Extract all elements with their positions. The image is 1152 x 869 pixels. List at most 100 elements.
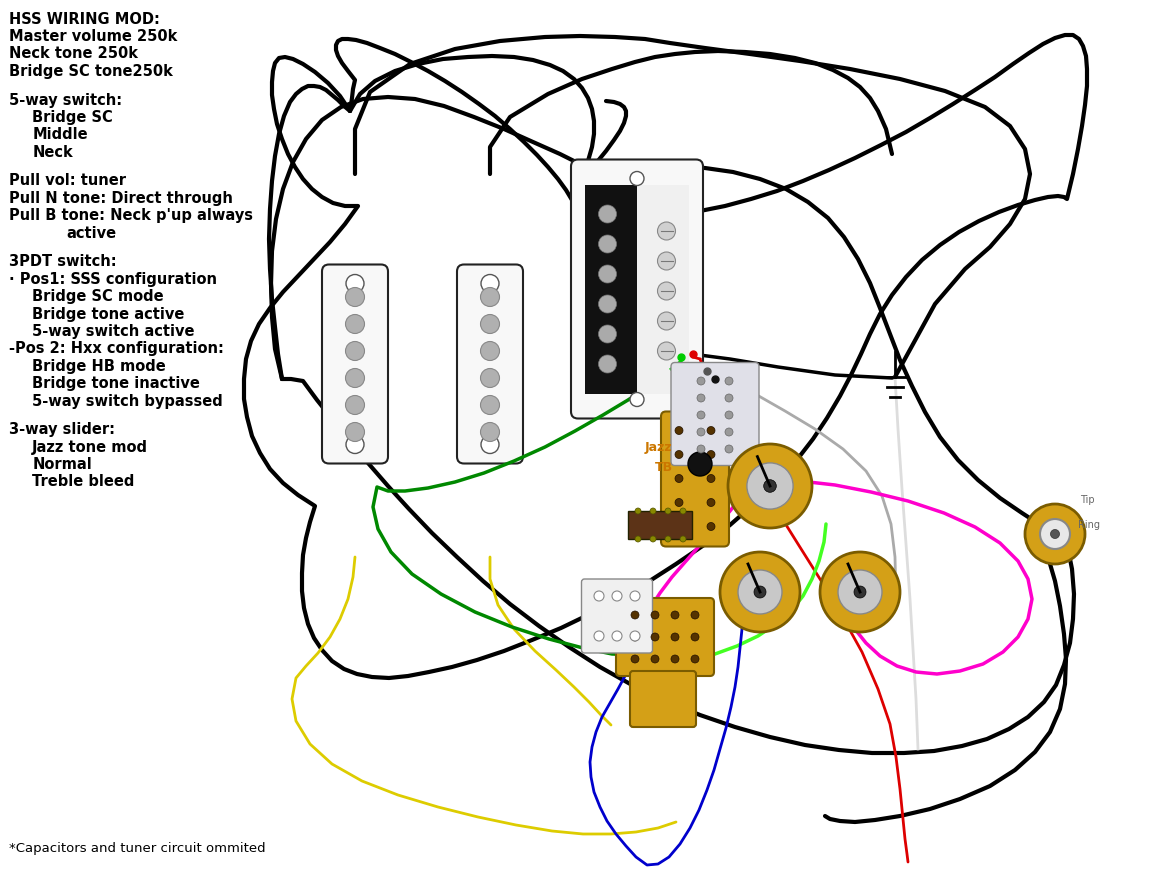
Circle shape: [658, 313, 675, 330]
Bar: [637, 185, 689, 394]
Circle shape: [746, 463, 793, 509]
Circle shape: [670, 634, 679, 641]
Text: Jazz: Jazz: [645, 441, 673, 454]
Circle shape: [728, 444, 812, 528]
Circle shape: [658, 253, 675, 270]
Circle shape: [665, 536, 670, 542]
Text: Ring: Ring: [1078, 520, 1100, 529]
Circle shape: [346, 289, 364, 307]
Text: Pull vol: tuner: Pull vol: tuner: [9, 173, 127, 189]
Circle shape: [707, 475, 715, 483]
Circle shape: [635, 536, 641, 542]
Text: 5-way switch bypassed: 5-way switch bypassed: [32, 393, 223, 408]
Circle shape: [691, 655, 699, 663]
Circle shape: [346, 369, 364, 388]
Circle shape: [820, 553, 900, 633]
Text: Bridge SC tone250k: Bridge SC tone250k: [9, 63, 173, 79]
Text: Pull N tone: Direct through: Pull N tone: Direct through: [9, 190, 233, 206]
Circle shape: [651, 655, 659, 663]
Circle shape: [631, 634, 639, 641]
FancyBboxPatch shape: [661, 412, 729, 547]
Text: Bridge SC mode: Bridge SC mode: [32, 289, 164, 304]
Circle shape: [599, 326, 616, 343]
Text: · Pos1: SSS configuration: · Pos1: SSS configuration: [9, 271, 218, 287]
Circle shape: [630, 393, 644, 407]
Text: Middle: Middle: [32, 127, 88, 143]
Circle shape: [346, 396, 364, 415]
Text: Pull B tone: Neck p'up always: Pull B tone: Neck p'up always: [9, 208, 253, 223]
Circle shape: [651, 611, 659, 620]
Circle shape: [480, 369, 500, 388]
Circle shape: [612, 591, 622, 601]
Circle shape: [707, 427, 715, 435]
Circle shape: [482, 275, 499, 293]
Circle shape: [665, 508, 670, 514]
FancyBboxPatch shape: [670, 363, 759, 466]
Circle shape: [707, 451, 715, 459]
Circle shape: [838, 570, 882, 614]
Text: 3-way slider:: 3-way slider:: [9, 421, 115, 437]
Circle shape: [599, 295, 616, 314]
Circle shape: [675, 451, 683, 459]
Circle shape: [651, 634, 659, 641]
Circle shape: [599, 266, 616, 283]
Text: Neck tone 250k: Neck tone 250k: [9, 46, 138, 62]
Circle shape: [658, 222, 675, 241]
Text: 5-way switch active: 5-way switch active: [32, 323, 195, 339]
FancyBboxPatch shape: [616, 599, 714, 676]
Circle shape: [725, 395, 733, 402]
Text: 5-way switch:: 5-way switch:: [9, 92, 122, 108]
Circle shape: [675, 475, 683, 483]
Text: Bridge HB mode: Bridge HB mode: [32, 358, 166, 374]
Text: Bridge SC: Bridge SC: [32, 109, 113, 125]
Text: Normal: Normal: [32, 456, 92, 472]
Text: *Capacitors and tuner circuit ommited: *Capacitors and tuner circuit ommited: [9, 841, 266, 853]
FancyBboxPatch shape: [582, 580, 652, 653]
Circle shape: [725, 446, 733, 454]
FancyBboxPatch shape: [630, 671, 696, 727]
Circle shape: [631, 611, 639, 620]
Text: Bridge tone inactive: Bridge tone inactive: [32, 375, 200, 391]
Circle shape: [738, 570, 782, 614]
Text: TB: TB: [655, 461, 673, 474]
Circle shape: [675, 523, 683, 531]
Circle shape: [764, 481, 776, 493]
Circle shape: [346, 436, 364, 454]
Circle shape: [631, 655, 639, 663]
Text: Bridge tone active: Bridge tone active: [32, 306, 184, 322]
Circle shape: [670, 611, 679, 620]
Circle shape: [688, 453, 712, 476]
FancyBboxPatch shape: [571, 160, 703, 419]
Circle shape: [691, 634, 699, 641]
Text: Tip: Tip: [1081, 494, 1094, 504]
FancyBboxPatch shape: [457, 265, 523, 464]
Text: HSS WIRING MOD:: HSS WIRING MOD:: [9, 11, 160, 27]
Circle shape: [697, 428, 705, 436]
Bar: [628, 512, 692, 540]
Text: 3PDT switch:: 3PDT switch:: [9, 254, 116, 269]
Circle shape: [755, 587, 766, 599]
Circle shape: [630, 591, 641, 601]
Circle shape: [697, 412, 705, 420]
Circle shape: [680, 508, 685, 514]
Circle shape: [697, 377, 705, 386]
Circle shape: [697, 446, 705, 454]
Text: -Pos 2: Hxx configuration:: -Pos 2: Hxx configuration:: [9, 341, 225, 356]
Circle shape: [480, 289, 500, 307]
Circle shape: [480, 423, 500, 442]
Circle shape: [725, 412, 733, 420]
Circle shape: [480, 342, 500, 362]
Bar: [585, 185, 637, 394]
Circle shape: [599, 355, 616, 374]
FancyBboxPatch shape: [323, 265, 388, 464]
Text: Neck: Neck: [32, 144, 73, 160]
Circle shape: [650, 536, 655, 542]
Circle shape: [1025, 504, 1085, 564]
Circle shape: [670, 655, 679, 663]
Text: Jazz tone mod: Jazz tone mod: [32, 439, 149, 454]
Circle shape: [630, 631, 641, 641]
Circle shape: [675, 499, 683, 507]
Circle shape: [599, 235, 616, 254]
Circle shape: [599, 206, 616, 223]
Circle shape: [675, 427, 683, 435]
